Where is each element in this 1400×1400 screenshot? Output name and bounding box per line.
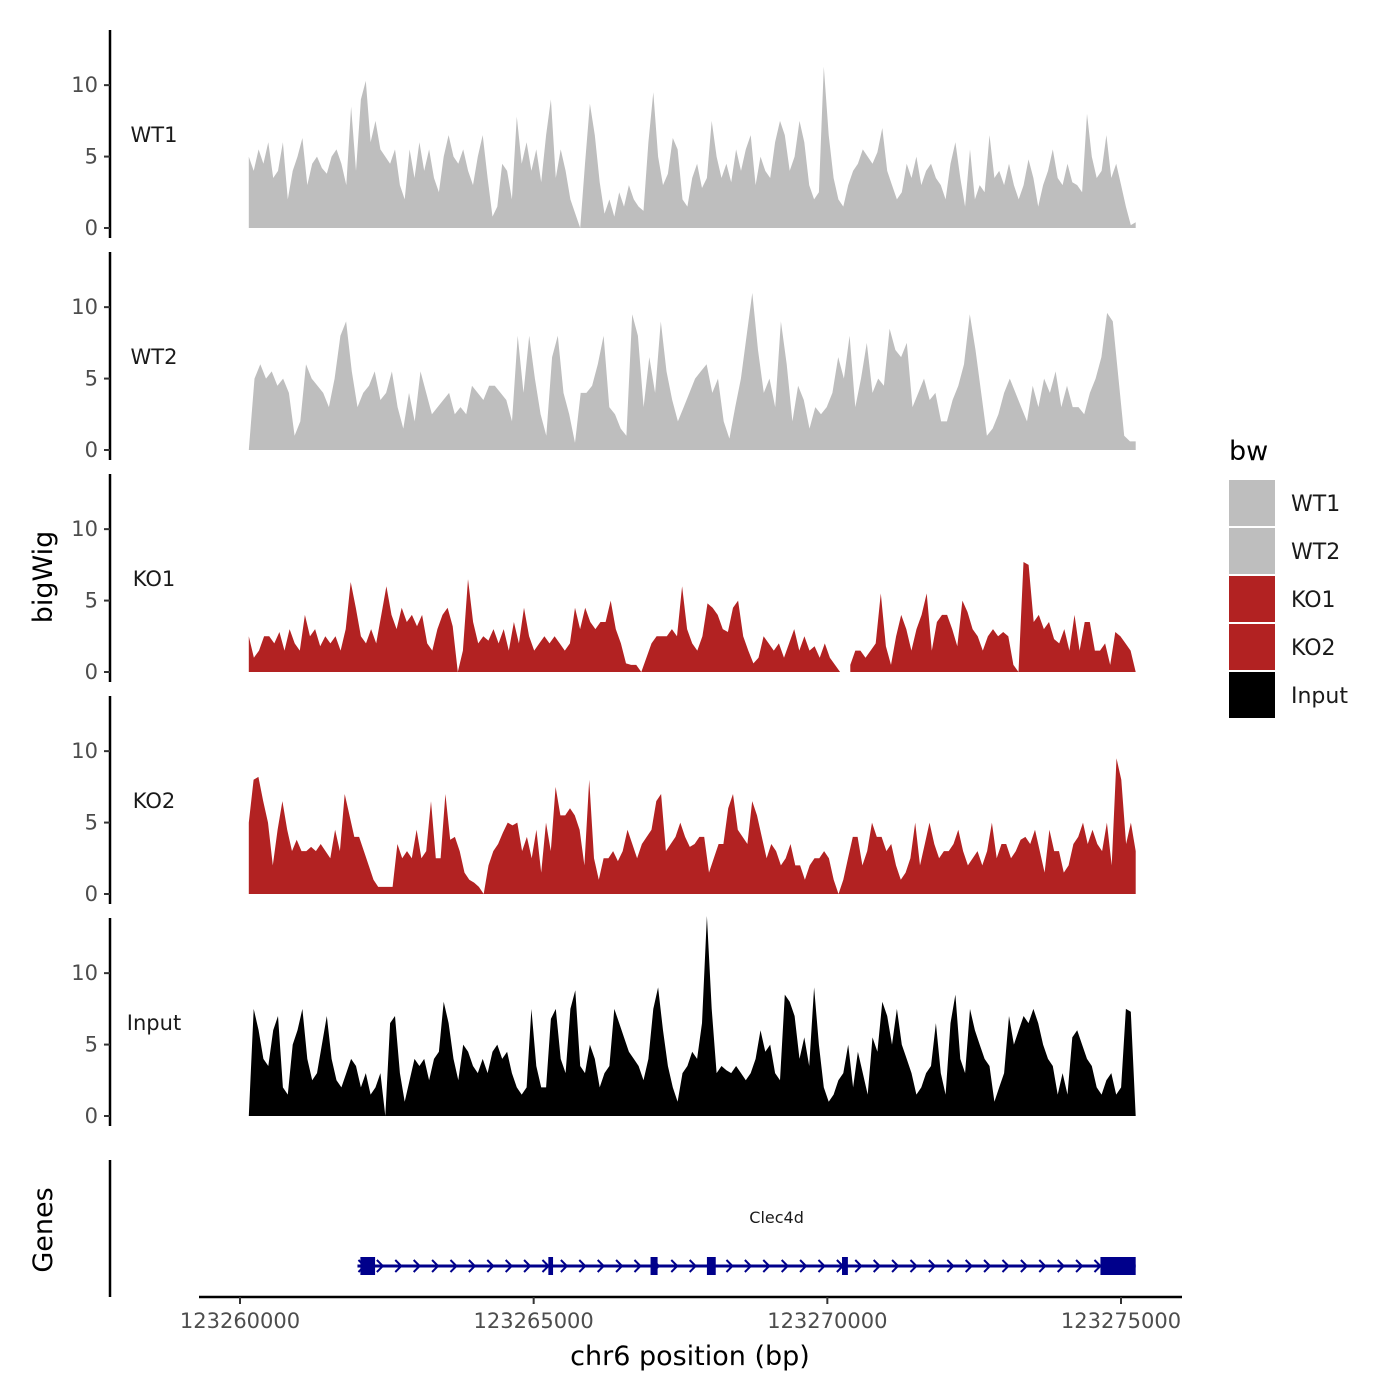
- x-tick-label-123265000: 123265000: [474, 1309, 594, 1333]
- track-wt1: 0 5 10 WT1: [71, 30, 1136, 240]
- y-tick-label-ko2-10: 10: [71, 739, 98, 763]
- strand-arrow: [688, 1259, 698, 1273]
- track-wt2: 0 5 10 WT2: [71, 252, 1136, 462]
- y-tick-label-wt1-10: 10: [71, 73, 98, 97]
- strand-arrow: [964, 1259, 974, 1273]
- strand-arrow: [780, 1259, 790, 1273]
- legend-label-ko1: KO1: [1291, 588, 1336, 613]
- strand-arrow: [394, 1259, 403, 1273]
- legend-label-input: Input: [1291, 684, 1348, 709]
- strand-arrow: [928, 1259, 937, 1273]
- strand-arrow: [376, 1259, 385, 1273]
- strand-arrow: [983, 1259, 992, 1273]
- track-panels: 0 5 10 WT1 0 5 10 WT2 0 5 10 KO1 0 5 10 KO2 0 5 10 Input: [71, 30, 1136, 1128]
- strand-arrow: [872, 1259, 882, 1273]
- strand-arrow: [486, 1259, 495, 1273]
- strand-arrow: [1020, 1259, 1029, 1273]
- y-tick-label-ko2-5: 5: [85, 811, 98, 835]
- strand-arrow: [946, 1259, 955, 1273]
- track-ko2: 0 5 10 KO2: [71, 696, 1136, 906]
- strand-arrow: [670, 1259, 679, 1273]
- strand-arrow: [762, 1259, 771, 1273]
- y-tick-label-ko1-5: 5: [85, 589, 98, 613]
- strand-arrow: [854, 1259, 863, 1273]
- legend-key-wt1: [1229, 480, 1275, 526]
- track-ko1: 0 5 10 KO1: [71, 474, 1136, 684]
- strand-arrow: [909, 1259, 918, 1273]
- y-tick-label-input-10: 10: [71, 961, 98, 985]
- strand-arrow: [633, 1259, 642, 1273]
- strand-arrow: [615, 1259, 624, 1273]
- x-tick-label-123270000: 123270000: [767, 1309, 887, 1333]
- track-input: 0 5 10 Input: [71, 916, 1136, 1128]
- strand-arrow: [744, 1259, 753, 1273]
- area-ko2-segment-1: [248, 758, 1136, 894]
- y-tick-label-input-0: 0: [85, 1104, 98, 1128]
- strand-arrow: [431, 1259, 440, 1273]
- strand-arrow: [799, 1259, 808, 1273]
- exon-5: [842, 1257, 848, 1275]
- legend-label-wt1: WT1: [1291, 492, 1340, 517]
- exon-1: [360, 1257, 376, 1275]
- strand-arrow: [1038, 1259, 1047, 1273]
- y-tick-label-wt1-0: 0: [85, 216, 98, 240]
- y-tick-label-wt2-0: 0: [85, 438, 98, 462]
- strand-arrow: [1075, 1259, 1084, 1273]
- strand-arrow: [560, 1259, 569, 1273]
- exon-3: [650, 1257, 658, 1275]
- strand-arrow: [504, 1259, 514, 1273]
- legend-label-wt2: WT2: [1291, 540, 1340, 565]
- area-ko1-segment-2: [850, 562, 1136, 672]
- x-tick-label-123275000: 123275000: [1061, 1309, 1181, 1333]
- y-tick-label-ko1-0: 0: [85, 660, 98, 684]
- gene-label-clec4d: Clec4d: [749, 1208, 804, 1227]
- strand-arrow: [891, 1259, 900, 1273]
- strand-arrow: [1056, 1259, 1066, 1273]
- area-ko1-segment-1: [248, 579, 841, 672]
- y-tick-label-wt1-5: 5: [85, 145, 98, 169]
- x-tick-label-123260000: 123260000: [180, 1309, 300, 1333]
- y-tick-label-wt2-5: 5: [85, 367, 98, 391]
- x-axis: 123260000 123265000 123270000 123275000: [180, 1295, 1182, 1333]
- area-wt1-segment-1: [248, 66, 1136, 228]
- legend-key-wt2: [1229, 528, 1275, 574]
- strand-arrow: [412, 1259, 422, 1273]
- track-label-ko1: KO1: [133, 567, 176, 591]
- legend-key-ko2: [1229, 624, 1275, 670]
- y-tick-label-ko2-0: 0: [85, 882, 98, 906]
- strand-arrow: [1001, 1259, 1010, 1273]
- area-wt2-segment-1: [248, 292, 1136, 450]
- y-tick-label-wt2-10: 10: [71, 295, 98, 319]
- track-label-wt2: WT2: [131, 345, 178, 369]
- legend-key-ko1: [1229, 576, 1275, 622]
- strand-arrow: [449, 1259, 458, 1273]
- strand-arrow: [468, 1259, 477, 1273]
- exon-6: [1100, 1257, 1136, 1275]
- x-axis-title: chr6 position (bp): [570, 1341, 810, 1372]
- legend: bw WT1 WT2 KO1 KO2 Input: [1229, 436, 1348, 718]
- exon-4: [706, 1257, 716, 1275]
- legend-key-input: [1229, 672, 1275, 718]
- strand-arrow: [817, 1259, 826, 1273]
- strand-arrow: [523, 1259, 532, 1273]
- y-tick-label-input-5: 5: [85, 1033, 98, 1057]
- genes-panel-label: Genes: [28, 1187, 59, 1272]
- exon-2: [548, 1257, 554, 1275]
- track-label-ko2: KO2: [133, 789, 176, 813]
- strand-arrow: [596, 1259, 606, 1273]
- area-input-segment-1: [248, 916, 1136, 1116]
- y-tick-label-ko1-10: 10: [71, 517, 98, 541]
- legend-title: bw: [1229, 436, 1268, 467]
- y-axis-title: bigWig: [28, 531, 59, 624]
- track-label-wt1: WT1: [131, 123, 178, 147]
- strand-arrow: [725, 1259, 734, 1273]
- track-label-input: Input: [127, 1011, 181, 1035]
- legend-label-ko2: KO2: [1291, 636, 1336, 661]
- gene-panel: Clec4d: [108, 1160, 1136, 1297]
- strand-arrow: [578, 1259, 587, 1273]
